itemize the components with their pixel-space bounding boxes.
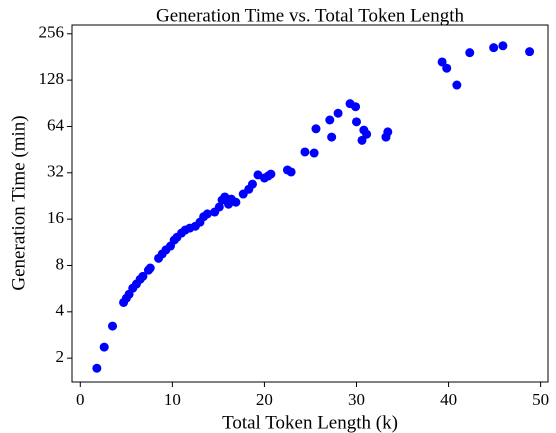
point [231,197,241,207]
point [489,43,499,53]
y-tick-label: 64 [47,115,65,134]
chart-title: Generation Time vs. Total Token Length [156,5,464,26]
x-tick-label: 50 [532,390,549,409]
point [357,135,367,145]
point [309,148,319,158]
point [138,271,148,281]
y-tick-label: 8 [56,254,65,273]
point [362,129,372,139]
point [325,115,335,125]
point [311,124,321,134]
plot-frame [71,24,549,383]
point [108,321,118,331]
x-tick-label: 10 [164,390,181,409]
point [525,47,535,57]
y-tick-label: 256 [39,23,65,42]
x-tick-label: 30 [348,390,365,409]
point [202,209,212,219]
point [351,102,361,112]
y-tick-label: 32 [47,162,64,181]
point [351,117,361,127]
y-tick-label: 2 [56,347,65,366]
point [145,263,155,273]
point [327,132,337,142]
point [498,41,508,51]
point [247,179,257,189]
point [286,167,296,177]
point [99,342,109,352]
point [452,80,462,90]
point [442,63,452,73]
x-tick-label: 0 [76,390,85,409]
y-tick-label: 128 [39,69,65,88]
point [465,48,475,58]
y-tick-label: 4 [56,301,65,320]
y-axis-label: Generation Time (min) [8,115,29,290]
point [437,57,447,67]
x-tick-label: 20 [256,390,273,409]
x-tick-label: 40 [440,390,457,409]
point [333,108,343,118]
point [92,363,102,373]
x-axis-label: Total Token Length (k) [222,412,398,433]
point [214,202,224,212]
y-tick-label: 16 [47,208,64,227]
point [383,127,393,137]
point [300,147,310,157]
point [266,169,276,179]
